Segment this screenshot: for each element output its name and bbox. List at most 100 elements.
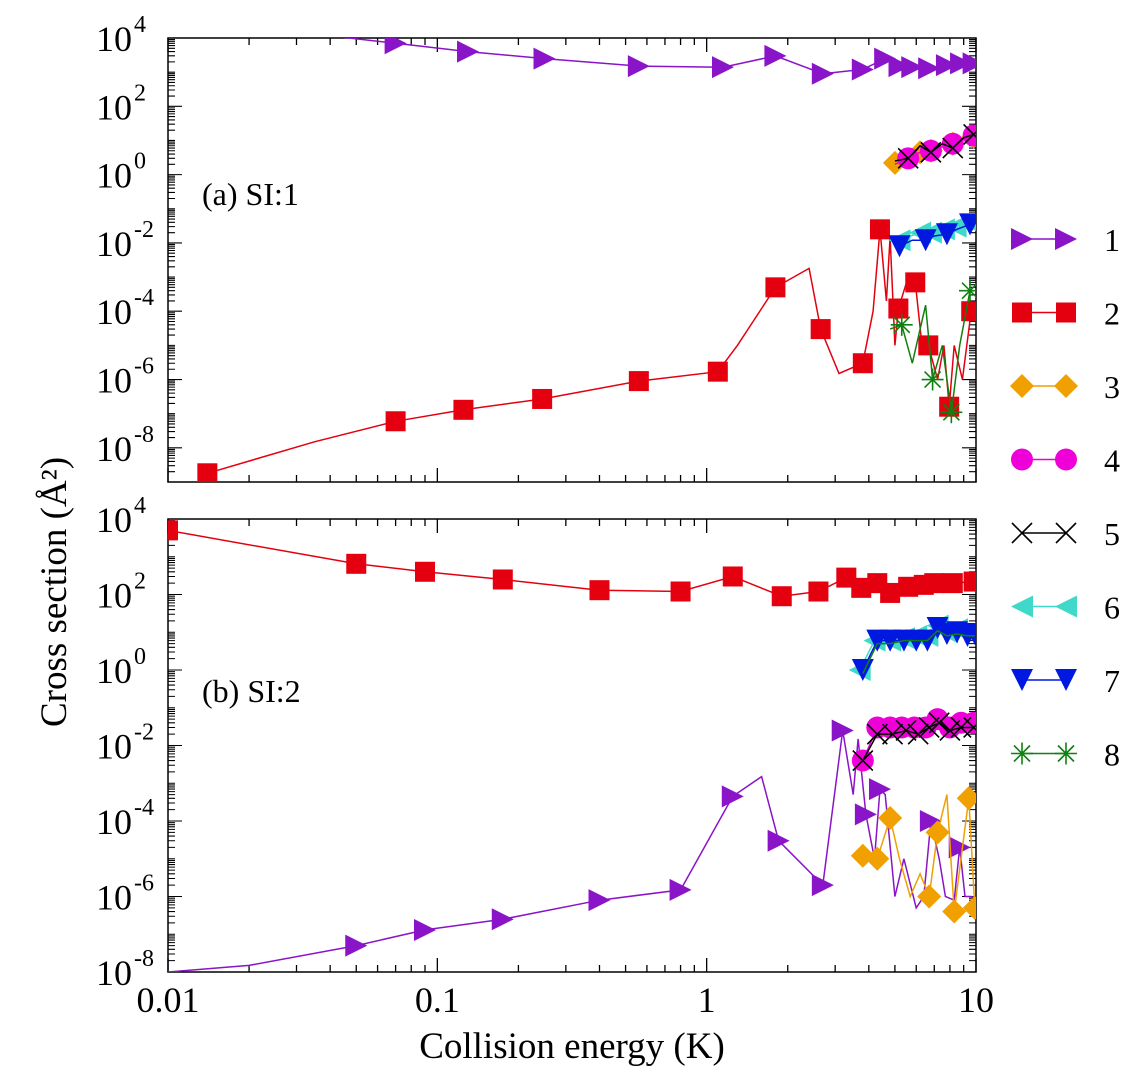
x-tick-label: 0.01: [137, 980, 200, 1020]
y-tick-exponent: 2: [134, 80, 146, 106]
series-2-a: [197, 219, 976, 482]
y-tick-exponent: 0: [134, 149, 146, 175]
data-point-series-2: [722, 566, 743, 587]
data-point-series-7: [959, 213, 976, 236]
data-point-series-1: [712, 56, 735, 79]
legend-label: 5: [1104, 516, 1120, 552]
data-point-series-5: [920, 141, 942, 163]
data-point-series-5: [928, 712, 950, 734]
data-point-series-1: [384, 38, 407, 55]
series-8-b: [862, 629, 975, 675]
legend-label: 8: [1104, 737, 1120, 773]
data-point-series-4: [941, 132, 964, 155]
y-tick-label: 10: [96, 953, 132, 993]
data-point-series-2: [628, 371, 649, 392]
data-point-series-3: [917, 884, 942, 909]
data-point-series-2: [168, 520, 178, 541]
y-tick-exponent: -8: [134, 946, 154, 972]
data-point-series-1: [935, 54, 958, 77]
x-axis-label: Collision energy (K): [419, 1026, 725, 1067]
data-point-series-2: [808, 581, 829, 602]
data-point-series-2: [589, 580, 610, 601]
data-point-series-1: [868, 778, 891, 801]
plot-frame-a: [167, 37, 977, 483]
data-point-series-1: [851, 58, 874, 81]
legend: 1 2 3 4 5 6 7 8: [1010, 222, 1120, 773]
series-layer-a: [157, 6, 976, 482]
data-point-series-2: [880, 582, 901, 603]
data-point-series-1: [962, 52, 976, 75]
series-7-a: [888, 213, 976, 258]
x-tick-label: 1: [698, 980, 716, 1020]
data-point-series-1: [811, 874, 834, 897]
y-tick-label: 10: [96, 292, 132, 332]
data-point-series-1: [764, 44, 787, 67]
legend-label: 2: [1104, 296, 1120, 332]
data-point-series-8: [959, 279, 976, 302]
legend-item-2: 2: [1012, 296, 1120, 332]
data-point-series-2: [492, 569, 513, 590]
x-tick-label: 10: [958, 980, 994, 1020]
legend-marker: [1011, 669, 1033, 691]
legend-marker: [1055, 522, 1077, 544]
data-point-series-1: [669, 878, 692, 901]
series-line-7: [899, 223, 971, 247]
data-point-series-5: [881, 723, 904, 745]
data-point-series-2: [532, 388, 553, 409]
data-point-series-2: [924, 573, 945, 594]
legend-item-1: 1: [1011, 222, 1120, 258]
data-point-series-5: [895, 719, 917, 742]
data-point-series-7: [926, 616, 949, 639]
y-tick-label: 10: [96, 878, 132, 918]
series-8-a: [889, 279, 976, 424]
legend-label: 3: [1104, 369, 1120, 405]
data-point-series-1: [901, 56, 924, 79]
y-tick-exponent: -4: [134, 285, 154, 311]
data-point-series-1: [811, 62, 834, 85]
legend-label: 1: [1104, 222, 1120, 258]
data-point-series-1: [918, 57, 941, 80]
data-point-series-1: [950, 52, 973, 75]
series-layer-b: [168, 520, 976, 972]
data-point-series-8: [890, 313, 913, 336]
legend-marker: [1055, 742, 1077, 765]
series-7-b: [851, 616, 976, 681]
x-tick-label: 0.1: [415, 980, 460, 1020]
data-point-series-3: [865, 846, 890, 871]
data-point-series-5: [907, 723, 929, 745]
data-point-series-1: [414, 918, 437, 941]
data-point-series-5: [963, 716, 976, 739]
legend-marker: [1055, 228, 1077, 250]
y-tick-label: 10: [96, 87, 132, 127]
y-tick-exponent: -8: [134, 422, 154, 448]
data-point-series-2: [771, 586, 792, 607]
y-tick-exponent: -4: [134, 795, 154, 821]
data-point-series-2: [765, 277, 786, 298]
y-tick-label: 10: [96, 802, 132, 842]
legend-item-3: 3: [1010, 369, 1120, 405]
data-point-series-2: [942, 573, 963, 594]
y-tick-exponent: -2: [134, 720, 154, 746]
data-point-series-2: [869, 219, 890, 240]
legend-marker: [1011, 448, 1033, 471]
data-point-series-2: [851, 577, 872, 598]
data-point-series-7: [888, 235, 911, 258]
data-point-series-2: [905, 272, 926, 293]
legend-marker: [1055, 448, 1077, 471]
y-tick-exponent: 2: [134, 569, 146, 595]
y-tick-label: 10: [96, 576, 132, 616]
legend-label: 6: [1104, 590, 1120, 626]
y-tick-exponent: 4: [134, 12, 146, 38]
legend-marker: [1056, 302, 1076, 323]
y-tick-label: 10: [96, 224, 132, 264]
x-tick-labels: 0.01 0.1 1 10: [137, 980, 995, 1020]
data-point-series-1: [157, 6, 179, 28]
y-tick-label: 10: [96, 156, 132, 196]
data-point-series-5: [897, 147, 919, 169]
data-point-series-7: [914, 229, 937, 252]
data-point-series-3: [956, 786, 976, 811]
